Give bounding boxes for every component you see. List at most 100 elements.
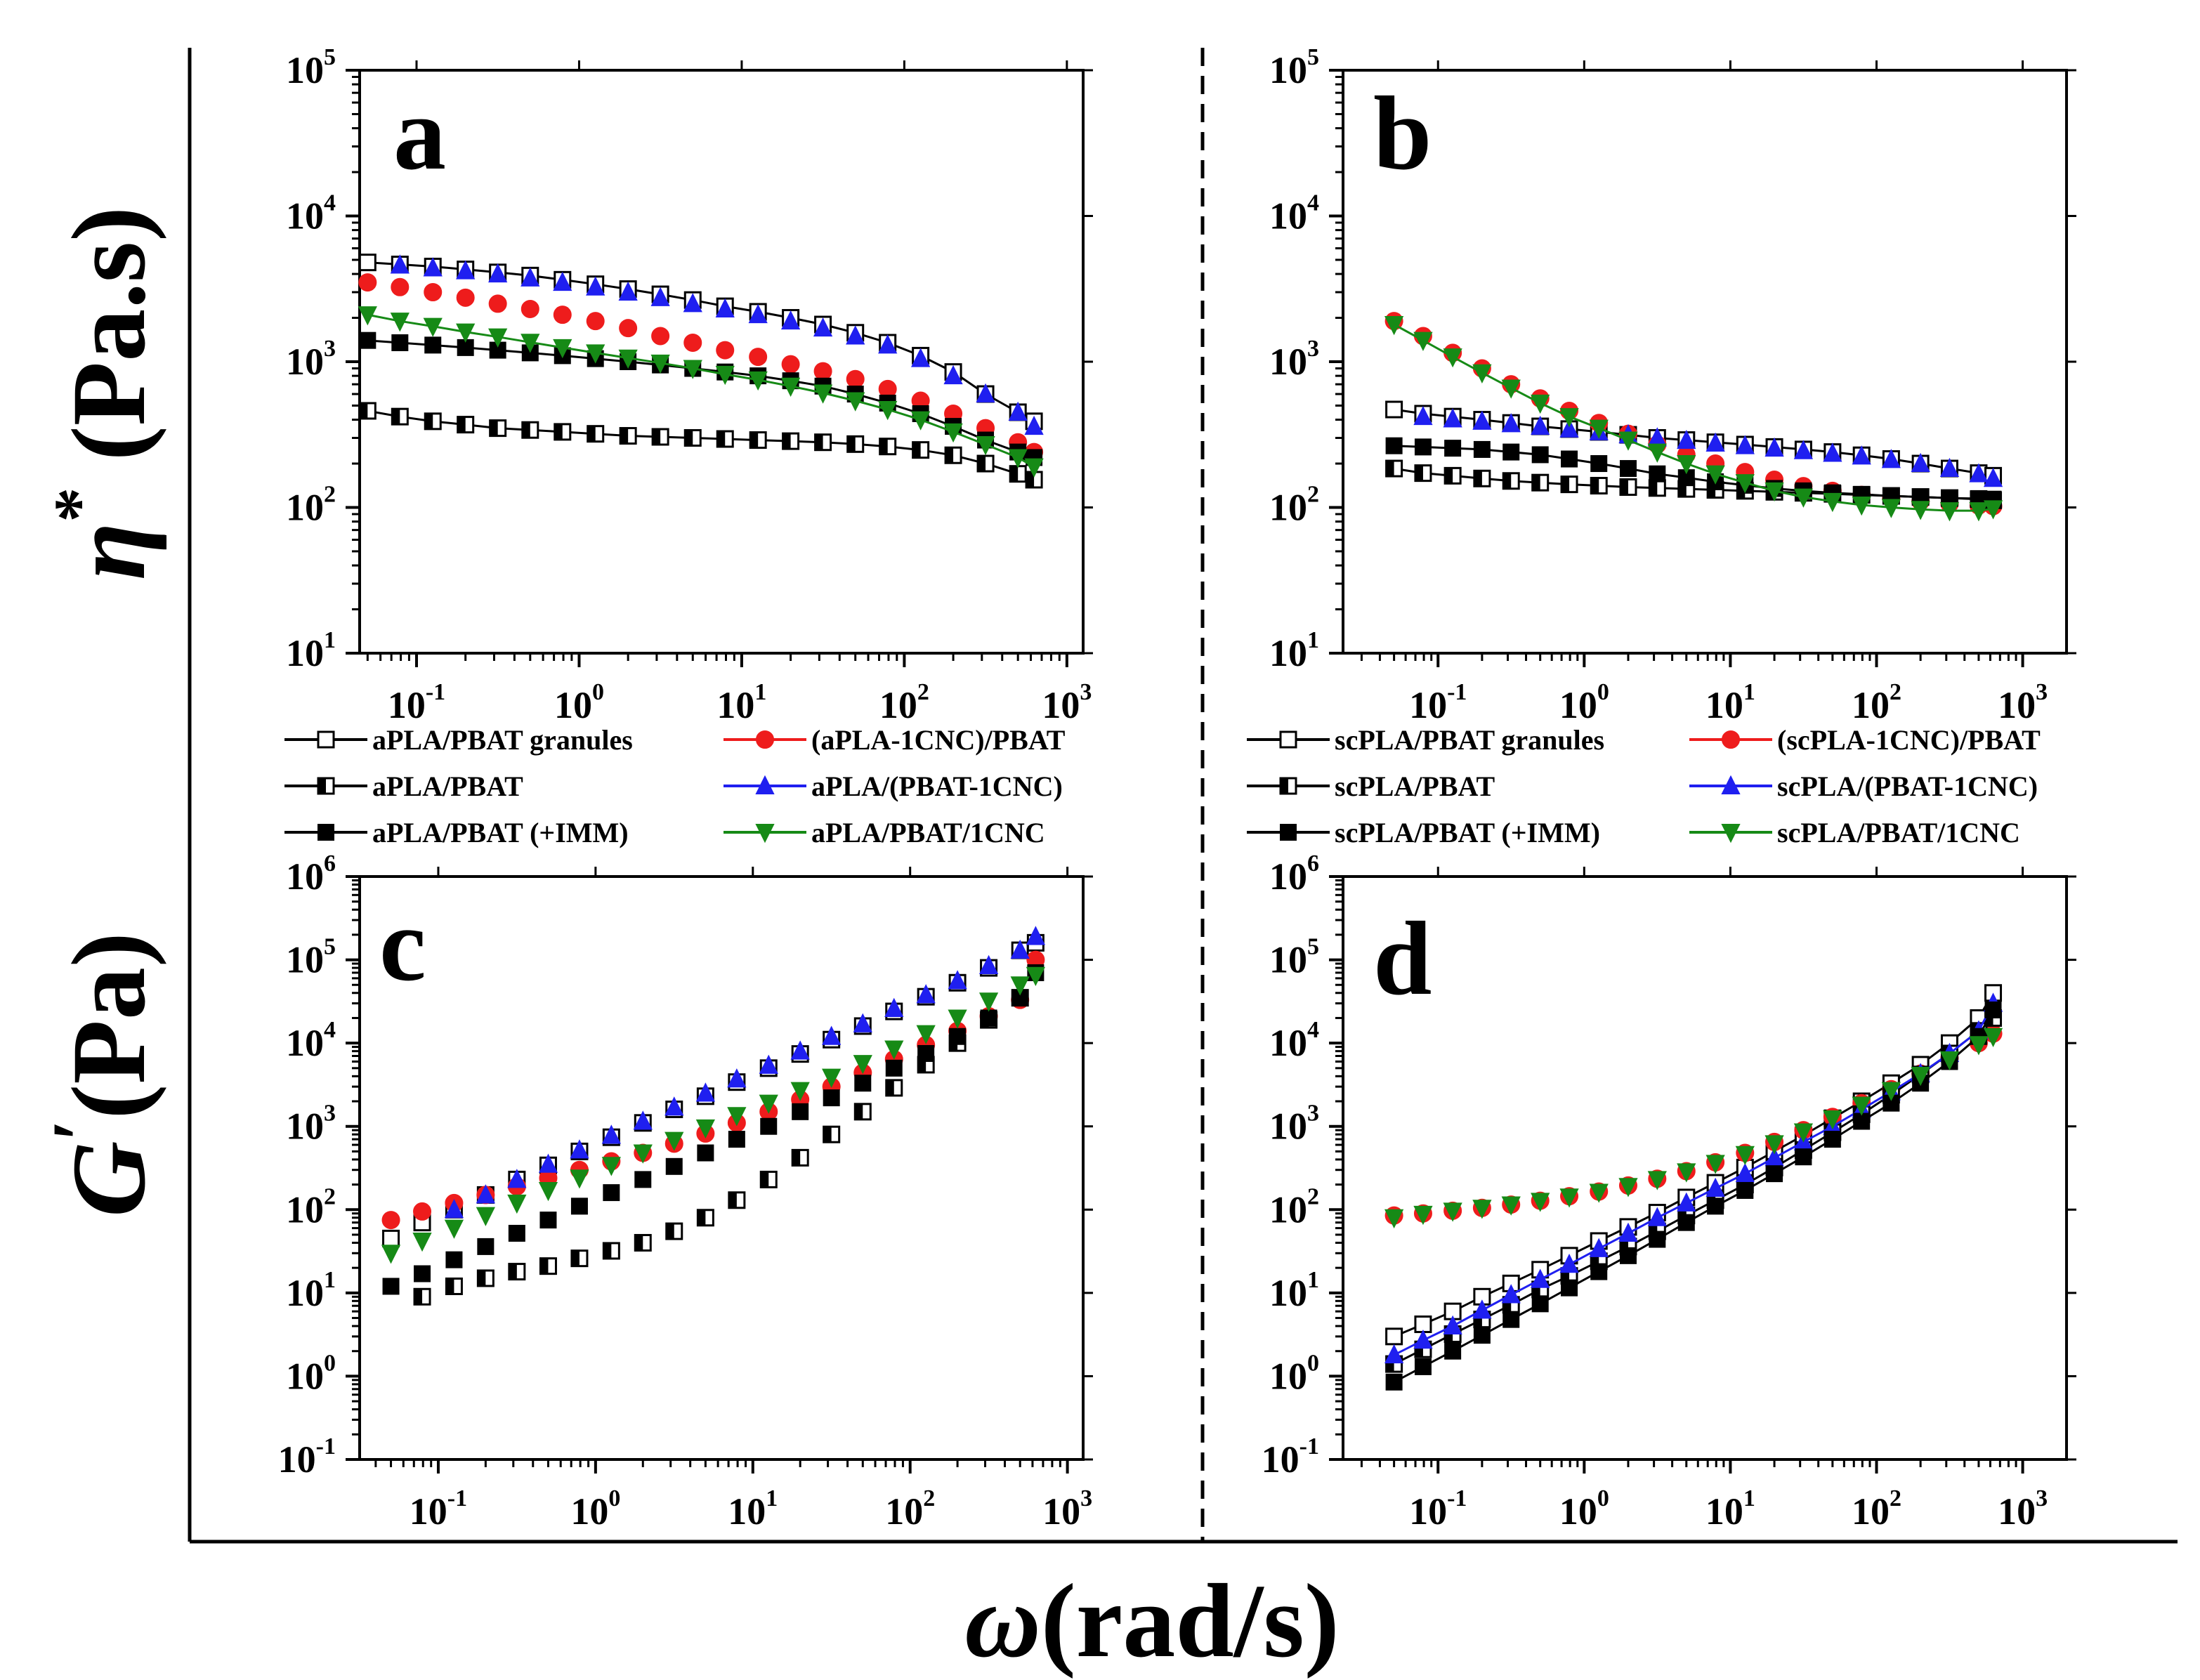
data-point	[854, 1075, 872, 1092]
data-point	[1385, 400, 1403, 419]
data-point	[879, 438, 897, 456]
data-point	[1969, 463, 1989, 483]
data-point	[586, 344, 605, 364]
data-point	[1531, 1193, 1550, 1212]
legend-marker	[317, 824, 334, 841]
data-point	[1707, 1197, 1724, 1215]
data-point	[586, 312, 605, 331]
panel-letter: b	[1373, 75, 1432, 192]
data-point	[683, 360, 702, 379]
data-point	[759, 1094, 778, 1114]
series-scpla-pbat-1cnc	[1384, 1028, 2003, 1229]
data-point	[853, 1013, 872, 1032]
data-point	[1414, 464, 1432, 483]
data-point	[476, 1207, 495, 1226]
data-point	[381, 1245, 401, 1264]
legend-marker	[755, 775, 775, 794]
data-point	[1502, 1311, 1520, 1328]
legend-item: aPLA/PBAT/1CNC	[723, 817, 1045, 848]
data-point	[728, 1191, 746, 1209]
data-point	[911, 348, 931, 367]
data-point	[759, 1054, 778, 1074]
data-point	[749, 431, 767, 449]
data-point	[424, 282, 443, 301]
data-point	[651, 327, 670, 346]
x-tick-label: 10-1	[388, 679, 445, 726]
legend-item: scPLA/PBAT granules	[1247, 724, 1604, 756]
data-point	[1501, 413, 1521, 433]
panel-letter: d	[1373, 900, 1432, 1017]
data-point	[760, 1117, 778, 1135]
data-point	[976, 454, 995, 473]
x-tick-label: 10-1	[1409, 1485, 1467, 1533]
legend-label: aPLA/(PBAT-1CNC)	[811, 770, 1063, 802]
y-axis-title-storage-modulus: G′(Pa)	[37, 932, 167, 1217]
legend-marker	[1279, 730, 1297, 749]
data-point	[823, 1125, 841, 1143]
data-point	[619, 319, 638, 338]
data-point	[1413, 1330, 1433, 1349]
data-point	[1009, 465, 1027, 483]
y-tick-label: 105	[286, 934, 336, 981]
data-point	[853, 1055, 872, 1075]
series-line	[1394, 408, 1993, 477]
data-point	[727, 1107, 747, 1127]
data-point	[633, 1144, 653, 1164]
data-point	[1443, 1315, 1462, 1335]
data-point	[790, 1082, 810, 1101]
data-point	[782, 432, 800, 450]
data-point	[507, 1194, 527, 1214]
data-point	[1647, 443, 1667, 463]
data-point	[618, 349, 638, 369]
data-point	[456, 323, 476, 343]
data-point	[1677, 429, 1696, 449]
data-point	[382, 1278, 400, 1295]
data-point	[1384, 1344, 1404, 1364]
panel-d: 10-1 100 101 102 103 10-1 100 101 102 103 104 105 10…	[1262, 851, 2076, 1533]
data-point	[1852, 445, 1871, 465]
y-tick-label: 104	[1269, 1017, 1319, 1064]
data-point	[634, 1233, 652, 1252]
data-point	[823, 1089, 840, 1107]
plot-frame	[358, 69, 1085, 655]
data-point	[358, 273, 377, 292]
data-point	[1983, 1028, 2003, 1047]
data-point	[456, 260, 476, 280]
y-tick-label: 10-1	[278, 1433, 336, 1481]
data-point	[1649, 1231, 1666, 1248]
data-point	[976, 435, 995, 456]
x-tick-label: 103	[1998, 679, 2048, 726]
data-point	[878, 401, 898, 421]
data-point	[1385, 437, 1403, 454]
data-point	[1735, 474, 1755, 494]
data-point	[414, 1265, 431, 1282]
data-point	[846, 392, 865, 412]
data-point	[1852, 496, 1871, 516]
data-point	[1472, 364, 1492, 383]
data-point	[792, 1103, 809, 1120]
legend-marker	[317, 777, 335, 795]
x-tick-label: 102	[1852, 679, 1901, 726]
data-point	[489, 419, 507, 438]
data-point	[1559, 418, 1579, 438]
legend-marker	[756, 730, 774, 749]
data-point	[846, 369, 865, 388]
data-point	[538, 1181, 558, 1202]
data-point	[1764, 482, 1784, 502]
panel-letter: a	[393, 75, 446, 192]
legend-item: aPLA/PBAT (+IMM)	[284, 817, 629, 848]
data-point	[1443, 466, 1462, 485]
data-point	[1649, 465, 1666, 483]
legend-label: scPLA/PBAT granules	[1335, 724, 1604, 756]
data-point	[1502, 443, 1520, 461]
data-point	[814, 433, 832, 452]
legend-item: aPLA/PBAT granules	[284, 724, 633, 756]
data-point	[813, 317, 833, 337]
data-point	[728, 1131, 745, 1148]
series-apla-pbat-1cnc-	[390, 254, 1044, 435]
data-point	[1531, 1295, 1549, 1313]
data-point	[553, 306, 572, 324]
data-point	[748, 371, 768, 391]
data-point	[1823, 1131, 1841, 1148]
